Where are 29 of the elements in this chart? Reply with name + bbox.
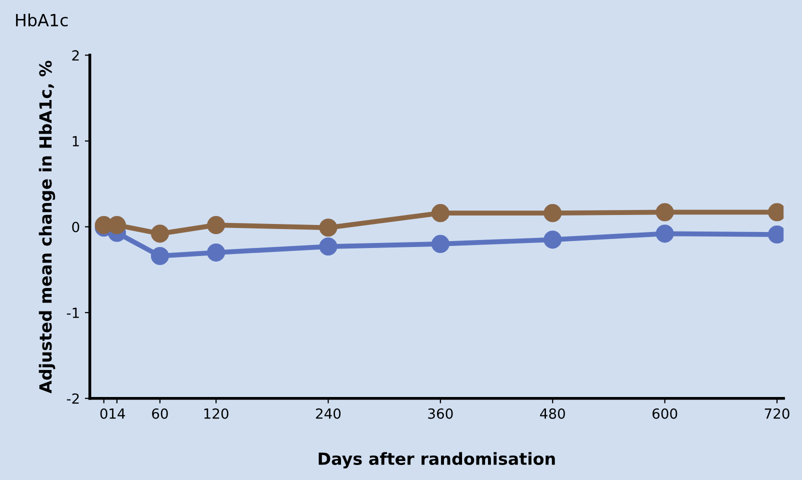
y-tick-label: 0 bbox=[72, 222, 80, 232]
x-tick-label: 240 bbox=[316, 408, 341, 419]
point bbox=[207, 216, 226, 234]
x-tick-label: 120 bbox=[204, 408, 228, 419]
x-tick-label: 360 bbox=[428, 408, 453, 419]
y-axis-title: Adjusted mean change in HbA1c, % bbox=[38, 60, 56, 394]
y-tick-label: -1 bbox=[66, 308, 79, 318]
x-tick-label: 14 bbox=[110, 408, 125, 419]
point bbox=[431, 234, 450, 253]
y-tick-label: 2 bbox=[72, 50, 79, 60]
point bbox=[656, 203, 674, 222]
point bbox=[319, 238, 338, 256]
point bbox=[544, 204, 562, 222]
point bbox=[431, 204, 450, 222]
y-tick-label: -2 bbox=[66, 393, 79, 404]
point bbox=[150, 224, 169, 243]
x-axis-title: Days after randomisation bbox=[318, 452, 555, 468]
x-tick-label: 480 bbox=[540, 408, 565, 419]
y-tick-label: 1 bbox=[72, 136, 79, 146]
x-tick-label: 720 bbox=[764, 408, 790, 419]
point bbox=[544, 230, 562, 249]
point bbox=[656, 224, 674, 243]
x-tick-label: 60 bbox=[152, 408, 168, 419]
point bbox=[150, 246, 169, 265]
point bbox=[207, 244, 226, 262]
chart-title: HbA1c bbox=[16, 14, 68, 26]
point bbox=[319, 218, 338, 237]
x-tick-label: 600 bbox=[652, 408, 678, 419]
x-tick-label: 0 bbox=[100, 408, 108, 419]
